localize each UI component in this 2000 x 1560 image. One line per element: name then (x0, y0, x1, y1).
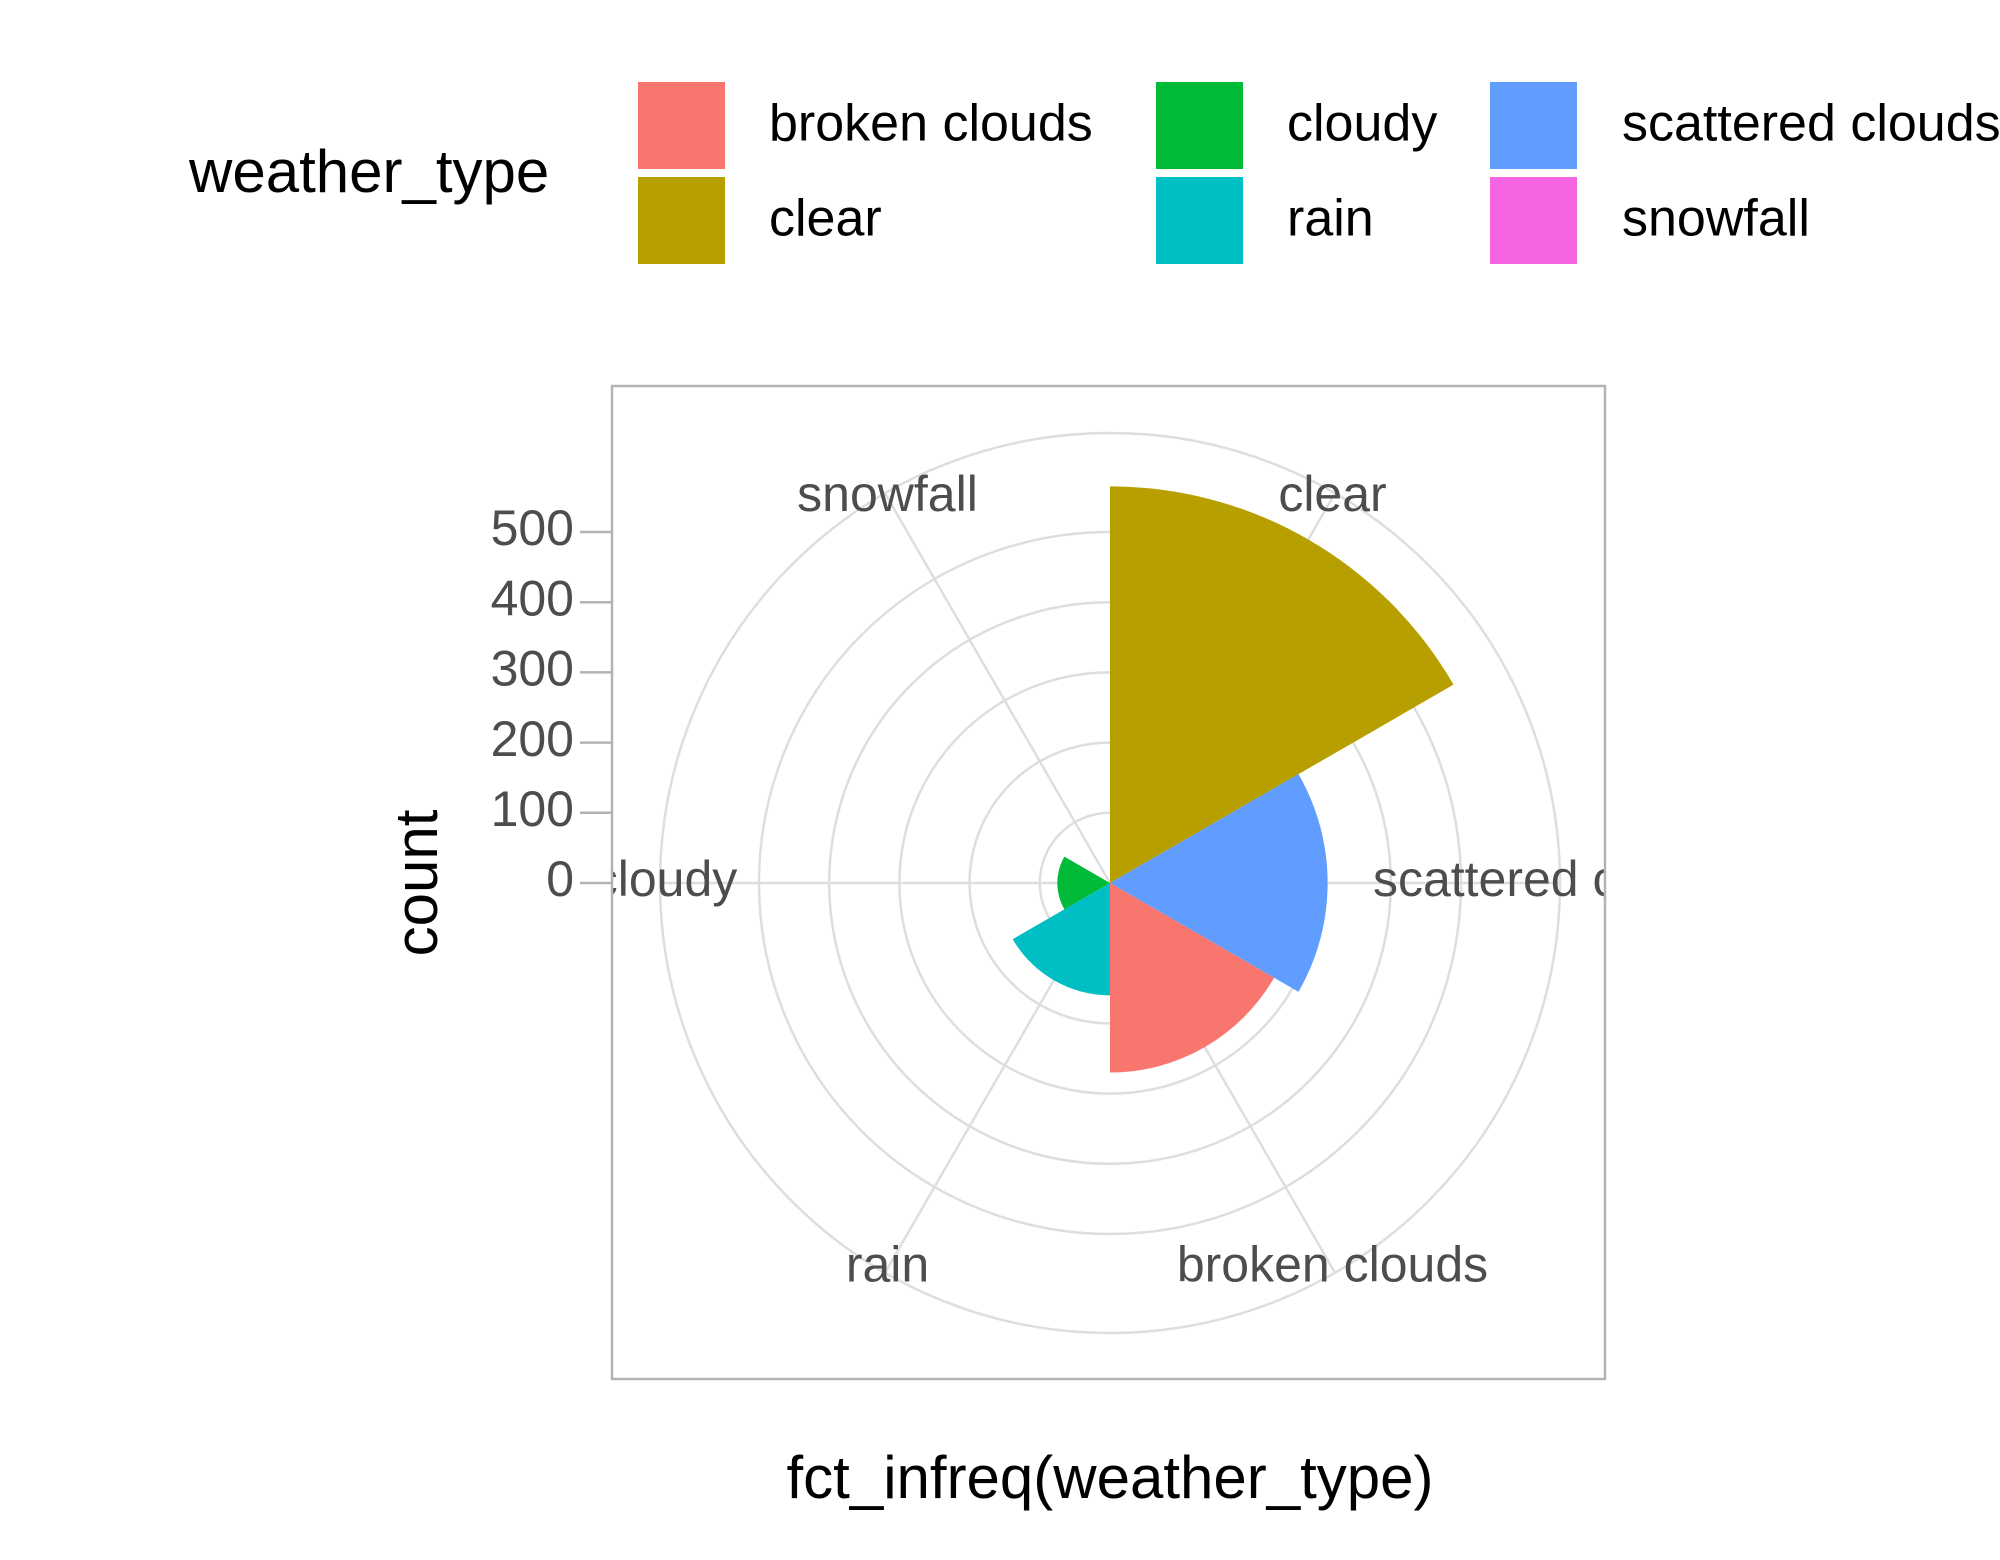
category-label: broken clouds (1177, 1237, 1488, 1293)
x-axis-title: fct_infreq(weather_type) (787, 1444, 1434, 1511)
category-label: snowfall (797, 466, 978, 522)
category-label: rain (846, 1237, 929, 1293)
y-axis-title: count (383, 809, 450, 956)
spoke (883, 492, 1112, 884)
y-tick-label: 200 (491, 711, 574, 767)
y-tick-label: 400 (491, 570, 574, 626)
y-tick-label: 100 (491, 781, 574, 837)
wedge (1012, 883, 1110, 996)
panel: clear scattered clouds broken clouds rain cl… (593, 431, 1737, 1335)
legend-title: weather_type (188, 138, 549, 205)
legend-key (1156, 82, 1243, 169)
legend-label: snowfall (1622, 190, 1810, 248)
wedge (1110, 774, 1328, 992)
legend-label: scattered clouds (1622, 95, 2000, 153)
category-label: clear (1278, 466, 1386, 522)
legend-key (1490, 177, 1577, 264)
legend-key (1156, 177, 1243, 264)
wedge (1057, 856, 1110, 910)
category-label: cloudy (593, 851, 738, 907)
y-tick-label: 500 (491, 500, 574, 556)
legend-label: rain (1287, 190, 1374, 248)
y-tick-label: 300 (491, 641, 574, 697)
wedge (1110, 486, 1454, 883)
panel-border (610, 384, 1607, 1381)
y-tick-label: 0 (546, 851, 574, 907)
legend-label: cloudy (1287, 95, 1437, 153)
legend-label: broken clouds (769, 95, 1093, 153)
legend-label: clear (769, 190, 882, 248)
legend-key (638, 82, 725, 169)
category-label: scattered clouds (1373, 851, 1737, 907)
wedge (1110, 883, 1275, 1073)
legend-key (638, 177, 725, 264)
legend-key (1490, 82, 1577, 169)
